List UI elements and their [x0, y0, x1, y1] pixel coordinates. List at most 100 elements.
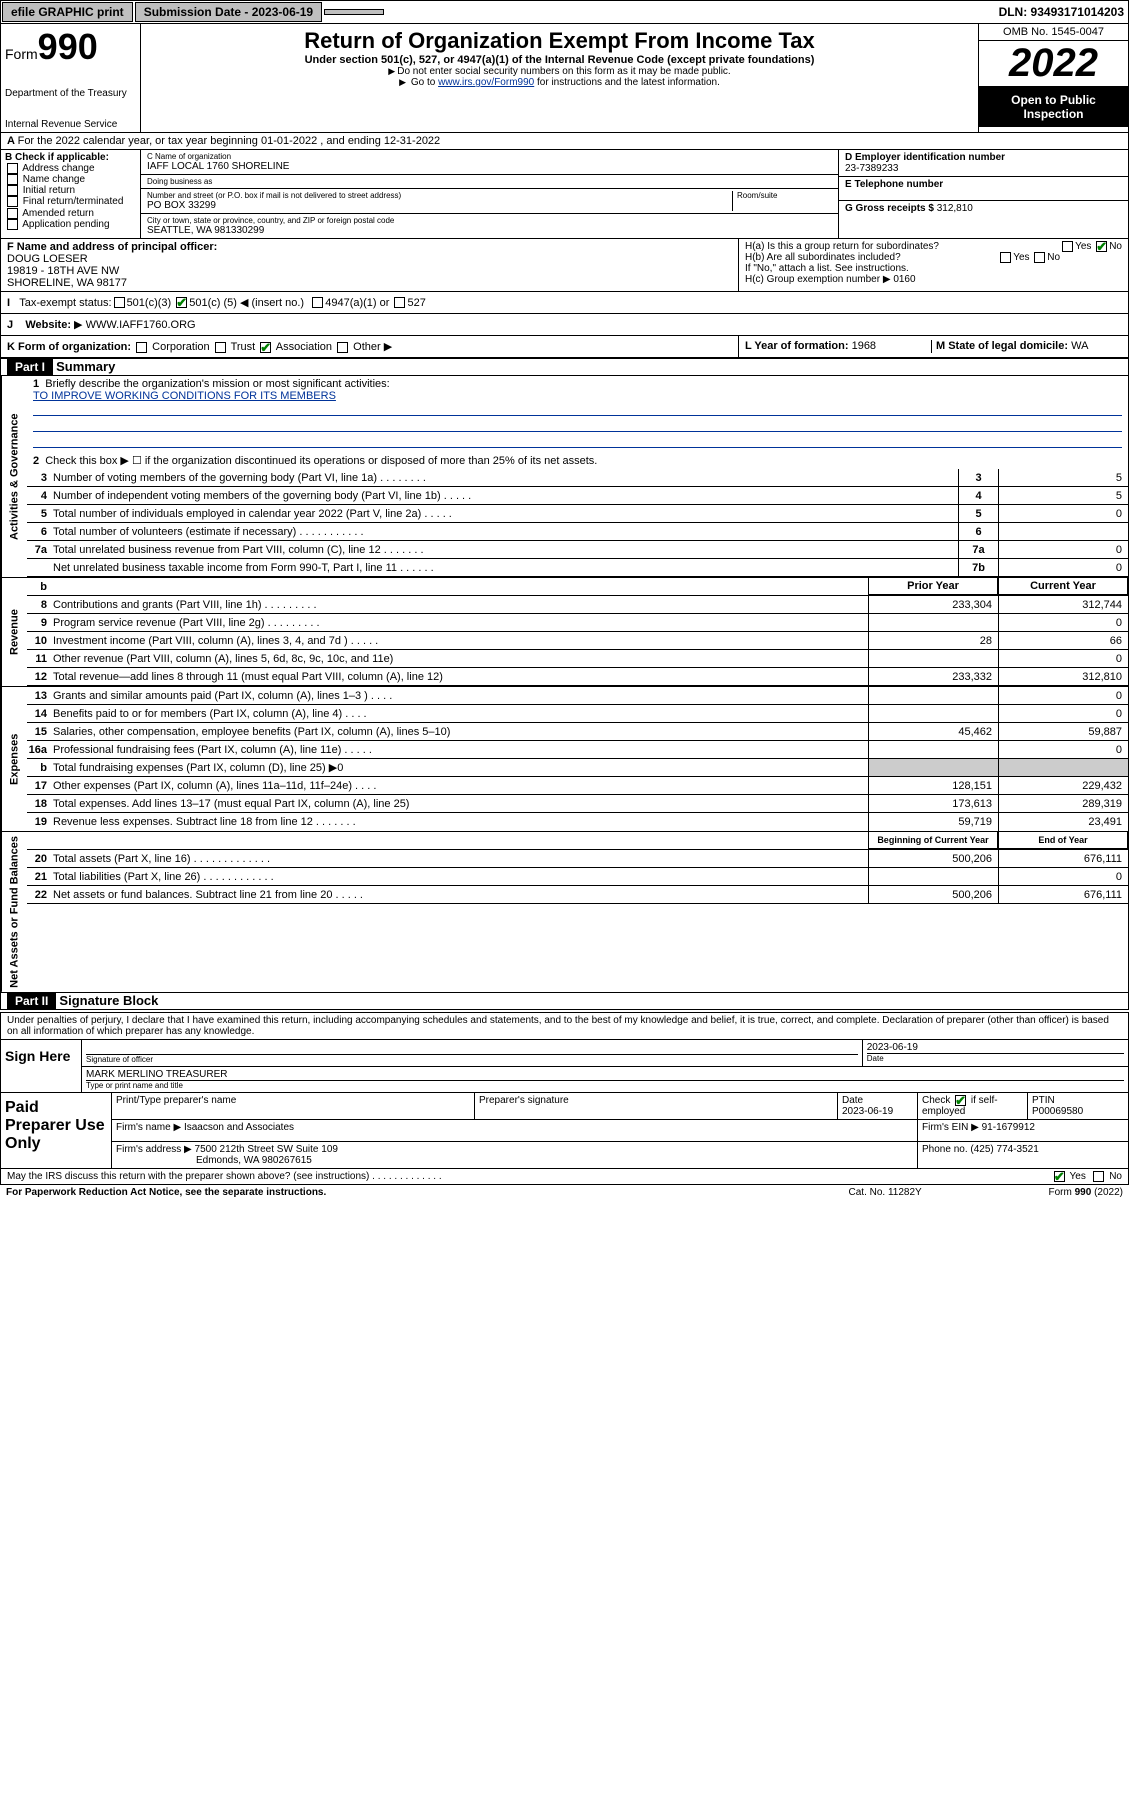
- blank-button[interactable]: [324, 9, 384, 15]
- part1-badge: Part I: [7, 359, 53, 375]
- e-row: E Telephone number: [839, 177, 1128, 201]
- form-title: Return of Organization Exempt From Incom…: [147, 28, 972, 54]
- cb-527[interactable]: [394, 297, 405, 308]
- group-exemption: 0160: [893, 274, 915, 285]
- ein-value: 23-7389233: [845, 163, 1122, 174]
- cb-address[interactable]: Address change: [5, 163, 136, 174]
- col-de: D Employer identification number 23-7389…: [838, 150, 1128, 238]
- block-fh: F Name and address of principal officer:…: [0, 239, 1129, 292]
- cb-assoc[interactable]: [260, 342, 271, 353]
- gross-receipts: 312,810: [937, 203, 973, 214]
- cb-amended[interactable]: Amended return: [5, 208, 136, 219]
- officer-name: DOUG LOESER: [7, 253, 88, 265]
- open-public-label: Open to Public Inspection: [979, 87, 1128, 127]
- summary-line: 14Benefits paid to or for members (Part …: [27, 705, 1128, 723]
- line1: 1 Briefly describe the organization's mi…: [27, 376, 1128, 452]
- block-bcdeg: B Check if applicable: Address change Na…: [0, 150, 1129, 239]
- part1-title: Summary: [56, 359, 115, 374]
- cb-trust[interactable]: [215, 342, 226, 353]
- c-dba-row: Doing business as: [141, 175, 838, 189]
- cb-4947[interactable]: [312, 297, 323, 308]
- summary-line: 18Total expenses. Add lines 13–17 (must …: [27, 795, 1128, 813]
- discuss-row: May the IRS discuss this return with the…: [0, 1169, 1129, 1185]
- hb-row: H(b) Are all subordinates included? Yes …: [745, 252, 1122, 263]
- sig-date: 2023-06-19: [867, 1042, 1124, 1053]
- col-c: C Name of organization IAFF LOCAL 1760 S…: [141, 150, 838, 238]
- mission-text: TO IMPROVE WORKING CONDITIONS FOR ITS ME…: [33, 390, 336, 402]
- summary-line: 15Salaries, other compensation, employee…: [27, 723, 1128, 741]
- sig-name: MARK MERLINO TREASURER: [86, 1069, 1124, 1080]
- street-value: PO BOX 33299: [147, 200, 732, 211]
- year-formation: 1968: [852, 340, 876, 352]
- line2: 2 Check this box ▶ ☐ if the organization…: [27, 452, 1128, 469]
- row-i: I Tax-exempt status: 501(c)(3) 501(c) (5…: [0, 292, 1129, 314]
- summary-line: 9Program service revenue (Part VIII, lin…: [27, 614, 1128, 632]
- city-value: SEATTLE, WA 981330299: [147, 225, 832, 236]
- summary-line: 8Contributions and grants (Part VIII, li…: [27, 596, 1128, 614]
- header-left: Form990 Department of the Treasury Inter…: [1, 24, 141, 132]
- org-name: IAFF LOCAL 1760 SHORELINE: [147, 161, 832, 172]
- cb-final[interactable]: Final return/terminated: [5, 196, 136, 207]
- summary-line: 4Number of independent voting members of…: [27, 487, 1128, 505]
- phone: (425) 774-3521: [970, 1144, 1038, 1155]
- cb-corp[interactable]: [136, 342, 147, 353]
- part2-header-row: Part II Signature Block: [0, 993, 1129, 1010]
- g-row: G Gross receipts $ 312,810: [839, 201, 1128, 225]
- submission-date-button[interactable]: Submission Date - 2023-06-19: [135, 2, 322, 22]
- sign-here-label: Sign Here: [1, 1040, 81, 1092]
- net-header: Beginning of Current Year End of Year: [27, 832, 1128, 850]
- c-city-row: City or town, state or province, country…: [141, 214, 838, 238]
- efile-button[interactable]: efile GRAPHIC print: [2, 2, 133, 22]
- hb-yes[interactable]: [1000, 252, 1011, 263]
- c-name-row: C Name of organization IAFF LOCAL 1760 S…: [141, 150, 838, 175]
- summary-line: 3Number of voting members of the governi…: [27, 469, 1128, 487]
- dept-label: Department of the Treasury: [5, 88, 136, 99]
- note-link: Go to www.irs.gov/Form990 for instructio…: [147, 77, 972, 88]
- note-ssn: Do not enter social security numbers on …: [147, 66, 972, 77]
- line-a: A For the 2022 calendar year, or tax yea…: [0, 133, 1129, 150]
- ha-row: H(a) Is this a group return for subordin…: [745, 241, 1122, 252]
- summary-line: 17Other expenses (Part IX, column (A), l…: [27, 777, 1128, 795]
- form-990-label: Form990: [5, 26, 136, 68]
- header-right: OMB No. 1545-0047 2022 Open to Public In…: [978, 24, 1128, 132]
- vtab-gov: Activities & Governance: [1, 376, 27, 577]
- h-block: H(a) Is this a group return for subordin…: [738, 239, 1128, 291]
- col-b: B Check if applicable: Address change Na…: [1, 150, 141, 238]
- part1-header-row: Part I Summary: [0, 358, 1129, 376]
- discuss-yes[interactable]: [1054, 1171, 1065, 1182]
- c-street-row: Number and street (or P.O. box if mail i…: [141, 189, 838, 214]
- cb-self-emp[interactable]: [955, 1095, 966, 1106]
- form-header: Form990 Department of the Treasury Inter…: [0, 24, 1129, 133]
- expense-section: Expenses 13Grants and similar amounts pa…: [0, 687, 1129, 832]
- irs-link[interactable]: www.irs.gov/Form990: [438, 77, 534, 88]
- cb-pending[interactable]: Application pending: [5, 219, 136, 230]
- dln-label: DLN: 93493171014203: [999, 5, 1128, 19]
- cb-name[interactable]: Name change: [5, 174, 136, 185]
- cb-initial[interactable]: Initial return: [5, 185, 136, 196]
- row-j: J Website: ▶ WWW.IAFF1760.ORG: [0, 314, 1129, 336]
- part2-badge: Part II: [7, 993, 56, 1009]
- d-row: D Employer identification number 23-7389…: [839, 150, 1128, 177]
- discuss-no[interactable]: [1093, 1171, 1104, 1182]
- row-k: K Form of organization: Corporation Trus…: [0, 336, 1129, 358]
- summary-line: 12Total revenue—add lines 8 through 11 (…: [27, 668, 1128, 686]
- summary-line: bTotal fundraising expenses (Part IX, co…: [27, 759, 1128, 777]
- hb-no[interactable]: [1034, 252, 1045, 263]
- summary-line: 16aProfessional fundraising fees (Part I…: [27, 741, 1128, 759]
- irs-label: Internal Revenue Service: [5, 119, 136, 130]
- summary-line: 10Investment income (Part VIII, column (…: [27, 632, 1128, 650]
- summary-line: 20Total assets (Part X, line 16) . . . .…: [27, 850, 1128, 868]
- cb-501c3[interactable]: [114, 297, 125, 308]
- paperwork-notice: For Paperwork Reduction Act Notice, see …: [6, 1187, 849, 1198]
- topbar: efile GRAPHIC print Submission Date - 20…: [0, 0, 1129, 24]
- cb-other[interactable]: [337, 342, 348, 353]
- paid-label: Paid Preparer Use Only: [1, 1093, 111, 1168]
- paid-preparer-block: Paid Preparer Use Only Print/Type prepar…: [0, 1093, 1129, 1169]
- firm-ein: 91-1679912: [982, 1122, 1035, 1133]
- b-label: B Check if applicable:: [5, 152, 136, 163]
- ha-yes[interactable]: [1062, 241, 1073, 252]
- net-section: Net Assets or Fund Balances Beginning of…: [0, 832, 1129, 993]
- cb-501c[interactable]: [176, 297, 187, 308]
- ha-no[interactable]: [1096, 241, 1107, 252]
- domicile: WA: [1071, 340, 1088, 352]
